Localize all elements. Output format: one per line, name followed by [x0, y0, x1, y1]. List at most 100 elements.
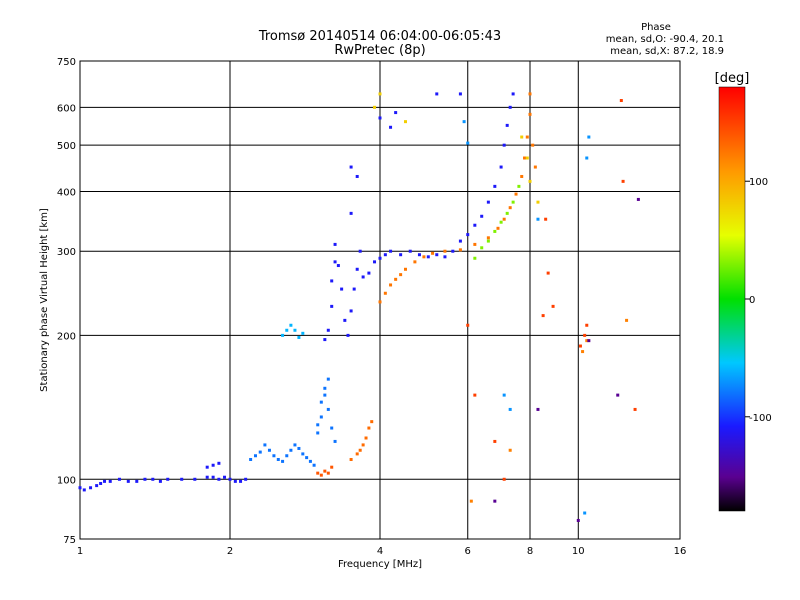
y-tick-label: 300	[57, 247, 76, 258]
data-point	[267, 448, 271, 452]
data-point	[326, 407, 330, 411]
colorbar-tick-label: 100	[749, 177, 768, 188]
data-point	[367, 426, 371, 430]
data-point	[319, 415, 323, 419]
data-point	[466, 141, 470, 145]
data-point	[528, 179, 532, 183]
data-point	[135, 479, 139, 483]
phase-heading: Phase	[641, 22, 671, 33]
data-point	[355, 267, 359, 271]
data-point	[517, 184, 521, 188]
data-points	[78, 92, 640, 522]
data-point	[378, 116, 382, 120]
data-point	[493, 184, 497, 188]
data-point	[305, 456, 309, 460]
data-point	[312, 463, 316, 467]
data-point	[239, 479, 243, 483]
data-point	[285, 454, 289, 458]
data-point	[486, 236, 490, 240]
data-point	[326, 377, 330, 381]
colorbar	[718, 86, 746, 512]
data-point	[528, 92, 532, 96]
data-point	[466, 323, 470, 327]
data-point	[493, 499, 497, 503]
data-point	[435, 92, 439, 96]
data-point	[78, 486, 82, 490]
data-point	[378, 300, 382, 304]
data-point	[263, 443, 267, 447]
data-point	[358, 448, 362, 452]
data-point	[301, 452, 305, 456]
data-point	[244, 477, 248, 481]
data-point	[82, 488, 86, 492]
data-point	[352, 287, 356, 291]
data-point	[326, 471, 330, 475]
data-point	[403, 120, 407, 124]
data-point	[435, 253, 439, 257]
data-point	[143, 477, 147, 481]
data-point	[126, 479, 130, 483]
data-point	[496, 226, 500, 230]
data-point	[233, 479, 237, 483]
x-tick-label: 10	[572, 546, 585, 557]
data-point	[399, 273, 403, 277]
data-point	[413, 260, 417, 264]
data-point	[330, 426, 334, 430]
data-point	[585, 156, 589, 160]
data-point	[333, 439, 337, 443]
data-point	[370, 420, 374, 424]
data-point	[323, 469, 327, 473]
data-point	[389, 249, 393, 253]
data-point	[520, 135, 524, 139]
data-point	[480, 214, 484, 218]
data-point	[349, 457, 353, 461]
plot-area-frame	[79, 60, 681, 540]
data-point	[349, 211, 353, 215]
data-point	[276, 457, 280, 461]
data-point	[103, 479, 107, 483]
data-point	[458, 239, 462, 243]
data-point	[281, 333, 285, 337]
data-point	[223, 475, 227, 479]
phase-x-stats: mean, sd,X: 87.2, 18.9	[610, 46, 724, 57]
data-point	[544, 217, 548, 221]
data-point	[520, 174, 524, 178]
data-point	[394, 277, 398, 281]
y-tick-label: 100	[57, 475, 76, 486]
data-point	[528, 112, 532, 116]
data-point	[217, 461, 221, 465]
data-point	[533, 165, 537, 169]
data-point	[505, 123, 509, 127]
data-point	[502, 143, 506, 147]
data-point	[378, 92, 382, 96]
data-point	[417, 253, 421, 257]
colorbar-label: [deg]	[715, 71, 750, 86]
phase-o-stats: mean, sd,O: -90.4, 20.1	[606, 34, 724, 45]
x-tick-label: 8	[527, 546, 533, 557]
colorbar-tick-label: -100	[749, 413, 772, 424]
data-point	[211, 463, 215, 467]
data-point	[330, 465, 334, 469]
data-point	[297, 446, 301, 450]
data-point	[508, 448, 512, 452]
data-point	[285, 328, 289, 332]
data-point	[486, 200, 490, 204]
y-tick-label: 750	[57, 57, 76, 68]
data-point	[316, 471, 320, 475]
data-point	[211, 475, 215, 479]
data-point	[193, 477, 197, 481]
data-point	[473, 223, 477, 227]
data-point	[330, 304, 334, 308]
data-point	[458, 248, 462, 252]
data-point	[316, 423, 320, 427]
data-point	[205, 465, 209, 469]
data-point	[473, 256, 477, 260]
data-point	[511, 200, 515, 204]
data-point	[319, 473, 323, 477]
data-point	[585, 339, 589, 343]
data-point	[316, 431, 320, 435]
data-point	[493, 229, 497, 233]
data-point	[340, 287, 344, 291]
data-point	[583, 333, 587, 337]
